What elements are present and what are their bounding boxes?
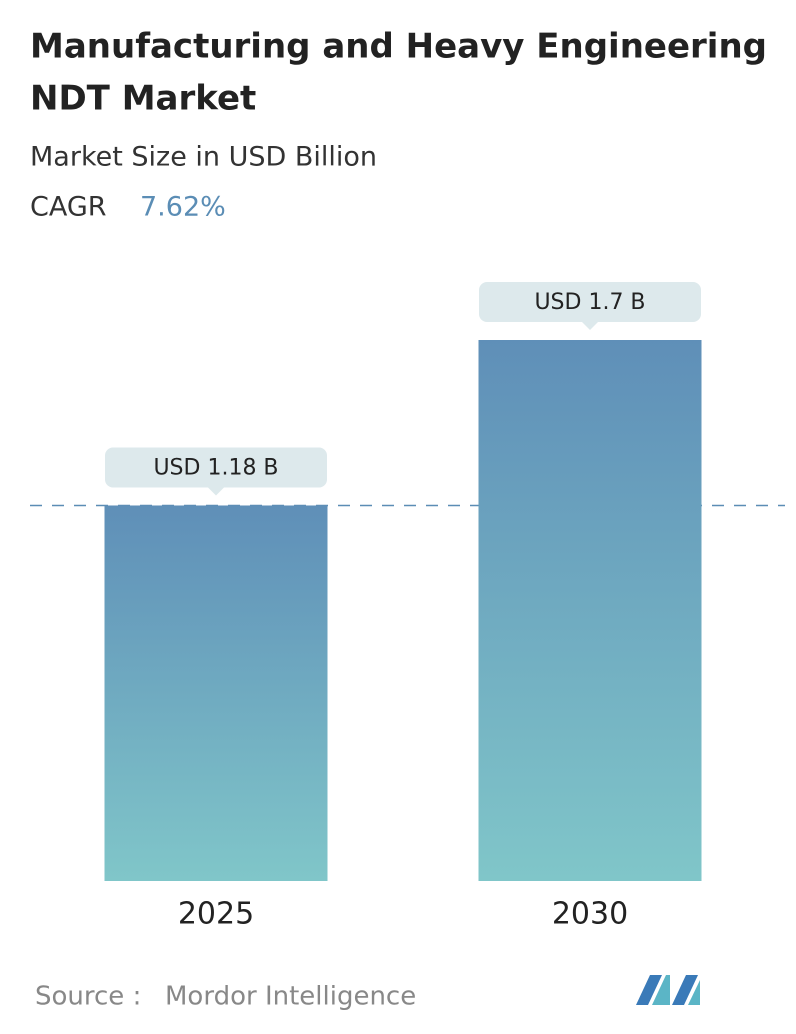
source: Mordor Intelligence xyxy=(165,982,416,1012)
cagr-label: CAGR xyxy=(30,192,107,223)
logo xyxy=(636,975,700,1005)
label-pointer xyxy=(208,487,224,496)
x-tick-label: 2030 xyxy=(552,897,628,932)
chart-title: Manufacturing and Heavy Engineering xyxy=(30,27,767,67)
chart-subtitle: Market Size in USD Billion xyxy=(30,142,377,173)
label-pointer xyxy=(582,322,598,330)
label-box xyxy=(105,447,327,488)
value-label: USD 1.18 B xyxy=(153,455,278,480)
plot-area: USD 1.18 B 2025 USD 1.7 B 2030 xyxy=(30,282,785,932)
value-label: USD 1.7 B xyxy=(534,290,645,315)
cagr-value: 7.62% xyxy=(140,192,226,223)
bar xyxy=(104,505,328,881)
x-tick-label: 2025 xyxy=(178,897,254,932)
chart-title: NDT Market xyxy=(30,79,256,119)
source-label: Source : xyxy=(35,982,141,1012)
bar xyxy=(478,340,702,881)
label-box xyxy=(479,282,701,322)
